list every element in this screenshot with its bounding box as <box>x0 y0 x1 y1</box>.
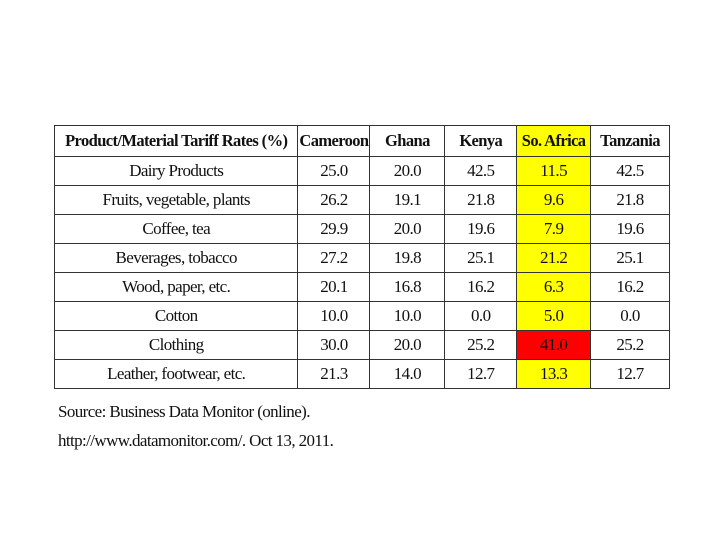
table-cell: 19.1 <box>369 185 446 215</box>
table-row: Cotton 10.0 10.0 0.0 5.0 0.0 <box>53 301 670 331</box>
header-row: Product/Material Tariff Rates (%) Cameroo… <box>53 125 670 157</box>
table-cell: 25.2 <box>444 330 518 360</box>
row-label: Dairy Products <box>53 156 299 186</box>
tariff-table: Product/Material Tariff Rates (%) Cameroo… <box>53 125 670 389</box>
table-cell: 9.6 <box>516 185 592 215</box>
row-label: Beverages, tobacco <box>53 243 299 273</box>
table-cell: 10.0 <box>297 301 371 331</box>
table-cell: 21.8 <box>590 185 670 215</box>
table-row: Dairy Products 25.0 20.0 42.5 11.5 42.5 <box>53 156 670 186</box>
table-cell: 13.3 <box>516 359 592 389</box>
table-cell: 21.3 <box>297 359 371 389</box>
table-cell: 16.2 <box>590 272 670 302</box>
table-cell: 7.9 <box>516 214 592 244</box>
table-row: Wood, paper, etc. 20.1 16.8 16.2 6.3 16.2 <box>53 272 670 302</box>
column-header: So. Africa <box>516 125 592 157</box>
table-cell: 25.1 <box>590 243 670 273</box>
table-cell: 10.0 <box>369 301 446 331</box>
row-label: Leather, footwear, etc. <box>53 359 299 389</box>
table-cell: 21.2 <box>516 243 592 273</box>
row-label: Coffee, tea <box>53 214 299 244</box>
table-cell: 25.2 <box>590 330 670 360</box>
table-cell: 27.2 <box>297 243 371 273</box>
table-cell: 6.3 <box>516 272 592 302</box>
row-label: Wood, paper, etc. <box>53 272 299 302</box>
column-header: Kenya <box>444 125 518 157</box>
table-cell: 20.1 <box>297 272 371 302</box>
source-note: Source: Business Data Monitor (online). … <box>58 402 334 450</box>
table-cell: 11.5 <box>516 156 592 186</box>
table-cell: 16.8 <box>369 272 446 302</box>
table-cell: 19.6 <box>590 214 670 244</box>
table-cell: 0.0 <box>590 301 670 331</box>
column-header: Tanzania <box>590 125 670 157</box>
table-cell: 0.0 <box>444 301 518 331</box>
table-row: Leather, footwear, etc. 21.3 14.0 12.7 13.3 1… <box>53 359 670 389</box>
row-label: Fruits, vegetable, plants <box>53 185 299 215</box>
table-cell: 12.7 <box>590 359 670 389</box>
table-cell: 29.9 <box>297 214 371 244</box>
table-row: Fruits, vegetable, plants 26.2 19.1 21.8 9.6… <box>53 185 670 215</box>
table-cell: 16.2 <box>444 272 518 302</box>
table-cell: 21.8 <box>444 185 518 215</box>
row-label: Clothing <box>53 330 299 360</box>
column-header: Cameroon <box>297 125 371 157</box>
table-cell: 19.6 <box>444 214 518 244</box>
column-header: Product/Material Tariff Rates (%) <box>53 125 299 157</box>
table-cell: 42.5 <box>444 156 518 186</box>
table-cell: 19.8 <box>369 243 446 273</box>
table-cell: 14.0 <box>369 359 446 389</box>
table-cell: 5.0 <box>516 301 592 331</box>
table-row: Beverages, tobacco 27.2 19.8 25.1 21.2 25.1 <box>53 243 670 273</box>
row-label: Cotton <box>53 301 299 331</box>
table-cell: 20.0 <box>369 156 446 186</box>
table-cell: 12.7 <box>444 359 518 389</box>
table-cell: 30.0 <box>297 330 371 360</box>
table-cell: 20.0 <box>369 330 446 360</box>
table-cell: 42.5 <box>590 156 670 186</box>
table-cell: 25.0 <box>297 156 371 186</box>
table-cell: 26.2 <box>297 185 371 215</box>
table-cell: 20.0 <box>369 214 446 244</box>
table-cell: 41.0 <box>516 330 592 360</box>
table-row: Clothing 30.0 20.0 25.2 41.0 25.2 <box>53 330 670 360</box>
column-header: Ghana <box>369 125 446 157</box>
table-row: Coffee, tea 29.9 20.0 19.6 7.9 19.6 <box>53 214 670 244</box>
table-cell: 25.1 <box>444 243 518 273</box>
